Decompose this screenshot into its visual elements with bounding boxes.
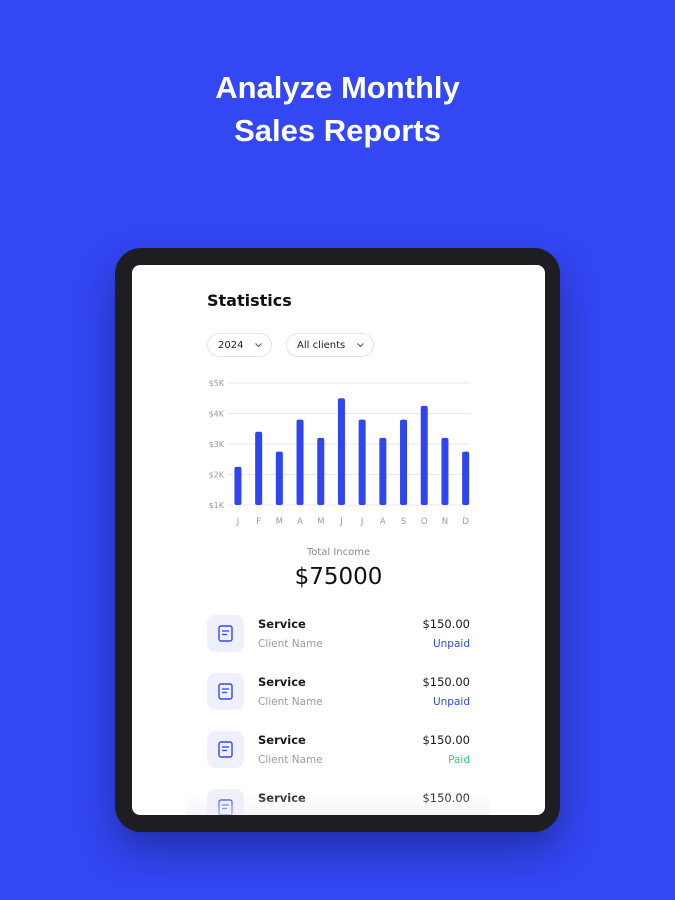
screen: Statistics 2024 All clients $1K $2K $3K $4K… xyxy=(132,265,545,815)
amount: $150.00 xyxy=(422,675,470,689)
x-tick-label: N xyxy=(442,517,448,527)
bar xyxy=(275,451,283,505)
amount: $150.00 xyxy=(422,733,470,747)
x-tick-label: A xyxy=(297,517,303,527)
chart: $1K $2K $3K $4K $5K J F M A M J J A S O N D xyxy=(209,379,470,527)
bar xyxy=(255,431,263,505)
bar xyxy=(441,437,449,505)
bar xyxy=(234,466,242,505)
fade xyxy=(187,793,490,815)
service-icon xyxy=(207,673,244,710)
screen-title: Statistics xyxy=(207,291,292,310)
status: Unpaid xyxy=(432,696,470,708)
client-name: Client Name xyxy=(258,754,323,766)
total-label: Total Income xyxy=(306,547,371,558)
bar xyxy=(337,398,345,505)
x-tick-label: F xyxy=(256,517,261,527)
chevron xyxy=(357,343,364,348)
x-tick-label: J xyxy=(236,517,240,527)
y-tick-label: $5K xyxy=(209,379,225,388)
icon-glyph xyxy=(218,741,233,758)
icon-glyph xyxy=(218,625,233,642)
bar xyxy=(420,405,428,505)
y-tick-label: $3K xyxy=(209,440,225,449)
status: Unpaid xyxy=(432,638,470,650)
status: Paid xyxy=(448,754,470,766)
transaction-row[interactable]: Service $150.00 Client Name Unpaid xyxy=(207,673,470,723)
filter-label: All clients xyxy=(297,340,346,351)
service-icon xyxy=(207,615,244,652)
service-name: Service xyxy=(258,617,306,631)
bar xyxy=(317,437,325,505)
amount: $150.00 xyxy=(422,617,470,631)
service-name: Service xyxy=(258,733,306,747)
service-icon xyxy=(207,731,244,768)
client-name: Client Name xyxy=(258,696,323,708)
x-tick-label: J xyxy=(339,517,343,527)
chevron xyxy=(255,343,262,348)
service-name: Service xyxy=(258,675,306,689)
bar xyxy=(462,451,470,505)
y-tick-label: $4K xyxy=(209,410,225,419)
transaction-row[interactable]: Service $150.00 Client Name Paid xyxy=(207,731,470,781)
x-tick-label: S xyxy=(401,517,406,527)
x-tick-label: O xyxy=(421,517,428,527)
filter-label: 2024 xyxy=(218,340,244,351)
bar xyxy=(296,419,304,505)
y-tick-label: $1K xyxy=(209,501,225,510)
headline: Sales Reports xyxy=(234,113,441,148)
headline: Analyze Monthly xyxy=(215,70,460,105)
x-tick-label: J xyxy=(360,517,364,527)
x-tick-label: M xyxy=(317,517,324,527)
client-filter[interactable]: All clients xyxy=(286,333,374,357)
x-tick-label: A xyxy=(380,517,386,527)
transaction-row[interactable]: Service $150.00 Client Name Unpaid xyxy=(207,615,470,665)
icon-glyph xyxy=(218,683,233,700)
total-value: $75000 xyxy=(294,564,383,590)
client-name: Client Name xyxy=(258,638,323,650)
year-filter[interactable]: 2024 xyxy=(207,333,272,357)
x-tick-label: D xyxy=(462,517,469,527)
bar xyxy=(400,419,408,505)
y-tick-label: $2K xyxy=(209,471,225,480)
bar xyxy=(358,419,366,505)
bar xyxy=(379,437,387,505)
x-tick-label: M xyxy=(276,517,283,527)
